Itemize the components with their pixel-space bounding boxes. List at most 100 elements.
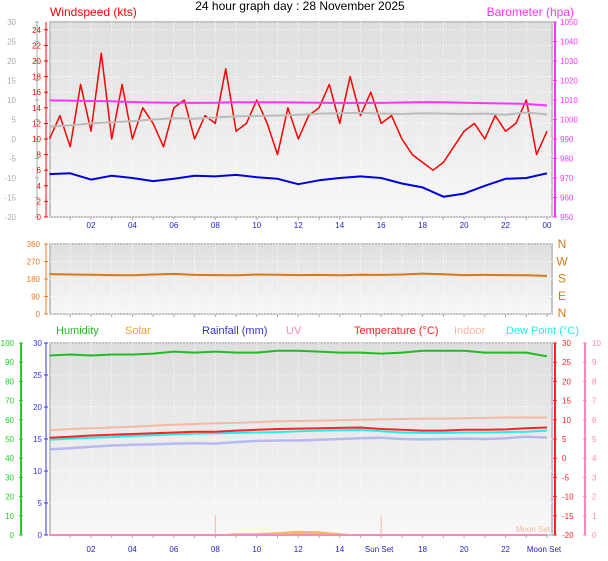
right-tick-label: 1040: [560, 38, 578, 47]
x-tick-label: 20: [460, 221, 469, 230]
series-solar: [49, 530, 547, 535]
x-tick-label: 14: [335, 221, 344, 230]
left_outer-tick-label: 30: [7, 18, 16, 27]
right-tick-label: 980: [560, 155, 574, 164]
x-tick-label: 00: [543, 221, 552, 230]
left-tick-label: 0: [37, 213, 42, 222]
left_outer-tick-label: 10: [7, 96, 16, 105]
right-tick-label: 5: [562, 435, 567, 444]
series-temperature: [49, 426, 548, 439]
x-tick-label: 20: [460, 545, 469, 554]
left_outer-tick-label: 15: [7, 77, 16, 86]
series-humidity: [49, 349, 548, 358]
right_outer-tick-label: 7: [592, 397, 597, 406]
series-wind_dir: [49, 272, 548, 277]
legend-dew-point: Dew Point (°C): [506, 325, 579, 337]
legend-rainfall: Rainfall (mm): [202, 325, 267, 337]
series-barometer: [49, 99, 548, 107]
right-tick-label: 1000: [560, 116, 578, 125]
left_outer-tick-label: 5: [12, 116, 17, 125]
x-tick-label: 02: [87, 221, 96, 230]
barometer-axis-title: Barometer (hpa): [487, 5, 574, 19]
x-tick-label: 22: [501, 221, 510, 230]
right_outer-tick-label: 5: [592, 435, 597, 444]
x-tick-label: 10: [252, 545, 261, 554]
right-tick-label: 950: [560, 213, 574, 222]
left_outer-tick-label: 60: [5, 416, 14, 425]
left-tick-label: 360: [27, 240, 41, 249]
right-tick-label: 970: [560, 174, 574, 183]
windspeed-axis-title: Windspeed (kts): [50, 5, 137, 19]
left_outer-tick-label: 40: [5, 454, 14, 463]
left-tick-label: 4: [37, 182, 42, 191]
left-tick-label: 12: [32, 119, 41, 128]
right-tick-label: 20: [562, 377, 571, 386]
left-tick-label: 8: [37, 151, 42, 160]
temperature-humidity-panel: 0102030405060708090100051015202530-20-15…: [1, 339, 602, 554]
x-tick-label: 04: [128, 221, 137, 230]
left-tick-label: 2: [37, 197, 42, 206]
right-tick-label: 10: [562, 416, 571, 425]
x-tick-label: 08: [211, 545, 220, 554]
right-tick-label: -20: [562, 531, 574, 540]
left_outer-tick-label: -5: [9, 155, 17, 164]
graph-title: 24 hour graph day : 28 November 2025: [195, 0, 405, 13]
x-tick-label: 04: [128, 545, 137, 554]
compass-label: N: [558, 237, 567, 251]
left_outer-tick-label: 10: [5, 512, 14, 521]
left_outer-tick-label: 100: [1, 339, 15, 348]
left_outer-tick-label: -20: [4, 213, 16, 222]
right_outer-tick-label: 10: [592, 339, 601, 348]
right_outer-tick-label: 1: [592, 512, 597, 521]
left-tick-label: 5: [38, 499, 43, 508]
right_outer-tick-label: 3: [592, 473, 597, 482]
right_outer-tick-label: 4: [592, 454, 597, 463]
right-tick-label: 1030: [560, 57, 578, 66]
left-tick-label: 6: [37, 166, 42, 175]
left_outer-tick-label: 25: [7, 38, 16, 47]
x-tick-label: 06: [169, 545, 178, 554]
left-tick-label: 24: [32, 26, 41, 35]
left-tick-label: 16: [32, 88, 41, 97]
moon-set-annotation: Moon Set: [527, 545, 562, 554]
left-tick-label: 20: [33, 403, 42, 412]
legend-humidity: Humidity: [56, 325, 99, 337]
plot-area: [49, 21, 553, 218]
compass-label: W: [556, 254, 568, 268]
left-tick-label: 14: [32, 104, 41, 113]
left-tick-label: 18: [32, 73, 41, 82]
legend-solar: Solar: [125, 325, 151, 337]
left-tick-label: 30: [33, 339, 42, 348]
right-tick-label: 0: [562, 454, 567, 463]
x-tick-label: 14: [335, 545, 344, 554]
x-tick-label: 16: [377, 221, 386, 230]
series-unlabeled_lavender: [49, 435, 548, 451]
left_outer-tick-label: 90: [5, 358, 14, 367]
left-tick-label: 0: [36, 310, 41, 319]
left-tick-label: 180: [27, 275, 41, 284]
right_outer-tick-label: 8: [592, 377, 597, 386]
legend-indoor: Indoor: [454, 325, 486, 337]
left-tick-label: 25: [33, 371, 42, 380]
right-tick-label: -15: [562, 512, 574, 521]
left-tick-label: 10: [33, 467, 42, 476]
right_outer-tick-label: 2: [592, 493, 597, 502]
x-tick-label: 12: [294, 221, 303, 230]
left_outer-tick-label: 0: [12, 135, 17, 144]
moon-set-annotation-plot: Moon Set: [516, 525, 551, 534]
series-temperature_top: [49, 111, 548, 128]
left_outer-tick-label: 30: [5, 473, 14, 482]
series-wind_avg: [49, 172, 548, 198]
x-tick-label: 02: [87, 545, 96, 554]
right-tick-label: -10: [562, 493, 574, 502]
left_outer-tick-label: 20: [7, 57, 16, 66]
x-tick-label: 18: [418, 545, 427, 554]
right-tick-label: 1010: [560, 96, 578, 105]
right-tick-label: 1050: [560, 18, 578, 27]
right_outer-tick-label: 9: [592, 358, 597, 367]
legend: Humidity Solar Rainfall (mm) UV Temperature …: [56, 325, 579, 337]
left_outer-tick-label: 50: [5, 435, 14, 444]
x-tick-label: 08: [211, 221, 220, 230]
left_outer-tick-label: 0: [10, 531, 15, 540]
left-tick-label: 90: [31, 293, 40, 302]
